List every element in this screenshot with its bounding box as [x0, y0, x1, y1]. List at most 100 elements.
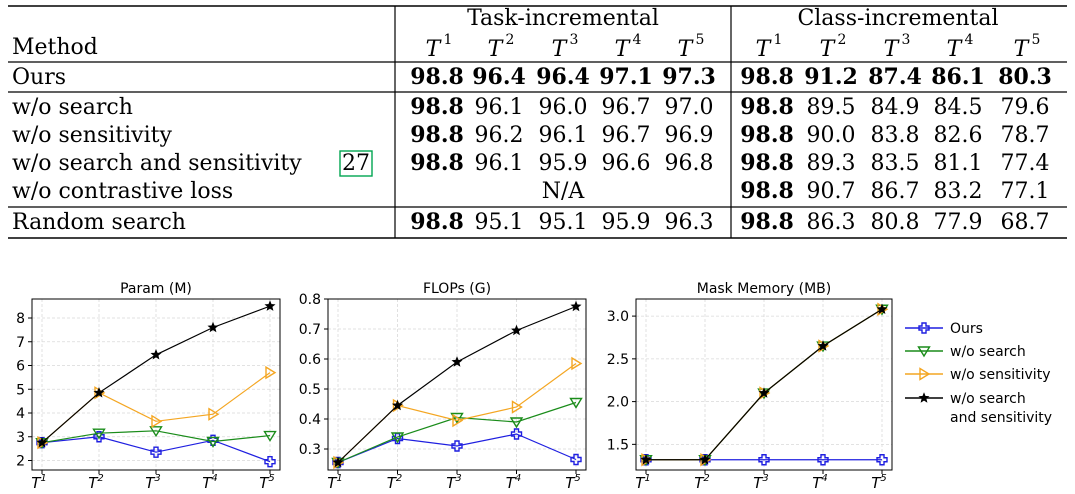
task-col-label: T — [884, 37, 901, 62]
row-class-value: 98.8 — [740, 150, 794, 176]
row-task-value: 96.1 — [539, 123, 588, 148]
row-class-value: 98.8 — [740, 209, 794, 235]
y-tick-label: 1.5 — [607, 437, 629, 453]
data-point — [510, 324, 523, 336]
data-point — [451, 356, 463, 367]
data-point — [151, 414, 163, 429]
row-task-value: 96.4 — [472, 64, 526, 90]
y-tick-label: 0.6 — [299, 352, 321, 368]
row-task-value: 95.1 — [475, 210, 524, 235]
chart-panel: Param (M) 2 3 4 5 6 7 8 T1 T2 T3 T4 T5 — [16, 281, 281, 492]
task-col-label: T — [820, 37, 837, 62]
y-tick-label: 0.3 — [299, 442, 321, 458]
row-class-value: 86.3 — [807, 210, 856, 235]
row-task-value: 97.3 — [662, 64, 716, 90]
y-tick-label: 8 — [16, 311, 25, 327]
row-class-value: 77.4 — [1001, 151, 1050, 176]
task-col-label: T — [756, 37, 773, 62]
y-tick-label: 4 — [16, 406, 25, 422]
row-task-value: 96.3 — [665, 210, 714, 235]
data-point — [265, 365, 277, 380]
x-tick-label: T1 — [327, 473, 343, 492]
x-tick-label: T5 — [565, 473, 581, 492]
row-task-value: 98.8 — [410, 94, 464, 120]
row-method: w/o search — [12, 95, 133, 120]
row-task-value: 98.8 — [410, 209, 464, 235]
series-line — [41, 372, 271, 444]
row-task-value: 97.0 — [665, 95, 714, 120]
x-tick-sup: 5 — [574, 473, 580, 484]
row-task-value: 96.2 — [475, 123, 524, 148]
data-point — [511, 400, 523, 414]
x-tick-label: T1 — [635, 473, 651, 492]
class-incremental-header: Class-incremental — [797, 6, 998, 31]
row-task-value: 96.7 — [602, 95, 651, 120]
legend-marker — [917, 346, 931, 358]
y-tick-label: 6 — [16, 359, 25, 375]
row-class-value: 98.8 — [740, 64, 794, 90]
row-method: Random search — [12, 210, 186, 235]
row-task-value: 96.7 — [602, 123, 651, 148]
row-task-value: 96.6 — [602, 151, 651, 176]
x-tick-label: T5 — [871, 473, 887, 492]
data-point — [150, 446, 162, 458]
data-point — [149, 426, 163, 438]
data-point — [570, 300, 582, 312]
row-class-value: 81.1 — [934, 151, 983, 176]
x-tick-label: T4 — [812, 473, 828, 492]
y-tick-label: 0.7 — [299, 322, 321, 338]
chart-panel: FLOPs (G) 0.3 0.4 0.5 0.6 0.7 0.8 T1 T2 T3 T4 T5 — [299, 281, 587, 492]
chart-title: Param (M) — [120, 281, 192, 297]
row-class-value: 90.0 — [807, 123, 856, 148]
y-tick-label: 2.5 — [607, 352, 629, 368]
x-tick-sup: 5 — [268, 473, 274, 484]
row-task-value: 98.8 — [410, 64, 464, 90]
data-point — [208, 407, 220, 421]
row-task-value: 96.0 — [539, 95, 588, 120]
x-tick-label: T2 — [694, 473, 710, 492]
x-tick-label: T1 — [31, 473, 47, 492]
row-method: w/o contrastive loss — [12, 179, 233, 204]
task-incremental-header: Task-incremental — [467, 6, 659, 31]
task-col-sup: 2 — [506, 32, 515, 48]
row-class-value: 84.9 — [871, 95, 920, 120]
data-point — [332, 456, 344, 468]
row-task-value: 95.1 — [539, 210, 588, 235]
data-point — [570, 453, 582, 466]
chart-title: FLOPs (G) — [423, 281, 491, 297]
data-point — [571, 356, 583, 371]
x-tick-label: T3 — [446, 473, 462, 492]
data-point — [817, 340, 829, 351]
data-point — [92, 428, 106, 440]
row-task-value: 98.8 — [410, 150, 464, 176]
x-tick-label: T3 — [753, 473, 769, 492]
data-point — [93, 387, 105, 398]
data-point — [450, 412, 464, 424]
data-point — [150, 349, 162, 360]
series-line — [41, 430, 271, 444]
task-col-sup: 3 — [570, 32, 579, 48]
task-col-sup: 4 — [633, 32, 642, 48]
row-class-value: 83.2 — [934, 179, 983, 204]
row-class-value: 90.7 — [807, 179, 856, 204]
x-tick-label: T2 — [387, 473, 403, 492]
task-col-sup: 5 — [696, 32, 705, 48]
x-tick-sup: 4 — [211, 473, 217, 484]
y-tick-label: 3.0 — [607, 309, 629, 325]
data-point — [758, 454, 770, 466]
x-tick-sup: 3 — [762, 473, 768, 484]
chart-title: Mask Memory (MB) — [697, 281, 832, 297]
row-task-value: 98.8 — [410, 122, 464, 148]
legend-label: w/o sensitivity — [950, 367, 1050, 383]
row-class-value: 82.6 — [934, 123, 983, 148]
row-class-value: 80.3 — [998, 64, 1052, 90]
task-col-label: T — [615, 37, 632, 62]
row-class-value: 91.2 — [804, 64, 858, 90]
data-point — [817, 454, 829, 466]
y-tick-label: 2 — [16, 454, 25, 470]
data-point — [699, 453, 711, 465]
task-col-sup: 5 — [1032, 32, 1041, 48]
row-class-value: 80.8 — [871, 210, 920, 235]
citation-box — [339, 150, 373, 177]
citation-number: 27 — [342, 151, 370, 176]
